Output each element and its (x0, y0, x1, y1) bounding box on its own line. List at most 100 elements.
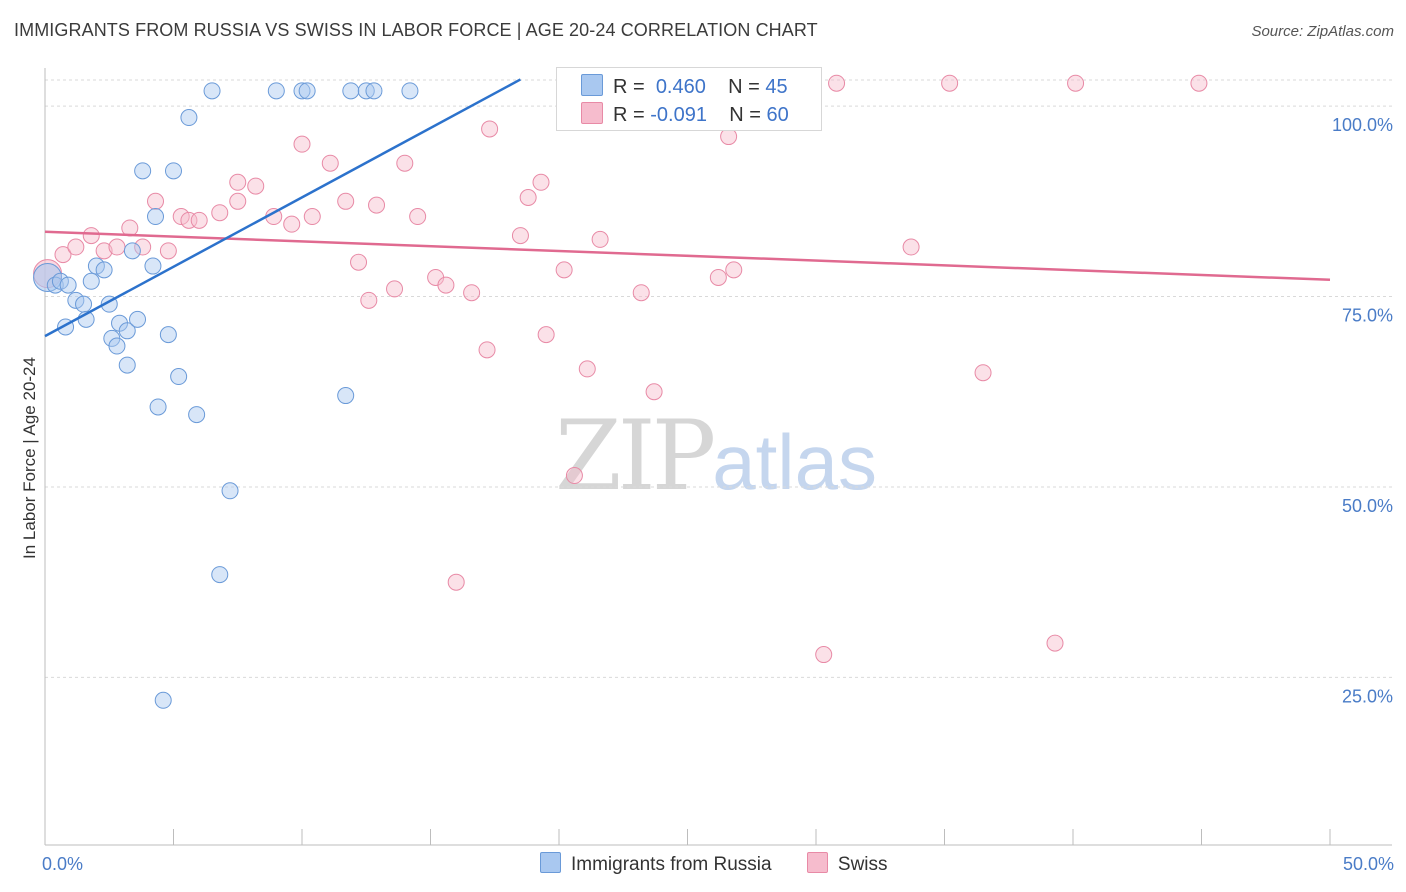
swiss-point (632, 284, 650, 302)
russia-swatch (581, 74, 603, 96)
russia-legend-swatch (540, 852, 561, 873)
russia-point (159, 326, 177, 344)
swiss-point (478, 341, 496, 359)
russia-point (108, 337, 126, 355)
russia-point (118, 322, 136, 340)
tick-labels: 100.0% 75.0% 50.0% 25.0% 0.0% 50.0% (42, 115, 1394, 874)
swiss-point (555, 261, 573, 279)
russia-point (298, 82, 316, 100)
x-tick-label: 50.0% (1343, 854, 1394, 874)
russia-point (188, 406, 206, 424)
swiss-point (54, 246, 72, 264)
r-label: R = (613, 76, 645, 98)
series-swiss (33, 74, 1208, 664)
r-label: R = (613, 104, 645, 126)
swiss-point (293, 135, 311, 153)
y-tick-label: 100.0% (1332, 115, 1393, 135)
swiss-point (67, 238, 85, 256)
chart-title: IMMIGRANTS FROM RUSSIA VS SWISS IN LABOR… (14, 20, 818, 40)
trend-line-swiss (44, 230, 1331, 282)
legend-item-swiss[interactable]: Swiss (806, 852, 888, 876)
trend-line-russia (44, 78, 522, 338)
swiss-point (709, 268, 727, 286)
swiss-point (386, 280, 404, 298)
russia-point (267, 82, 285, 100)
swiss-point (134, 238, 152, 256)
series-russia (33, 82, 419, 709)
swiss-point (437, 276, 455, 294)
russia-point (75, 295, 93, 313)
n-value-russia: 45 (765, 76, 788, 98)
source-label: Source: ZipAtlas.com (1251, 23, 1394, 40)
russia-point (211, 566, 229, 584)
russia-point (154, 691, 172, 709)
swiss-point (360, 291, 378, 309)
r-value-swiss: -0.091 (650, 104, 707, 126)
gridlines (45, 79, 1392, 678)
swiss-point (321, 154, 339, 172)
swiss-point (247, 177, 265, 195)
watermark-atlas: atlas (712, 418, 877, 506)
swiss-point (1046, 634, 1064, 652)
legend-row-russia: R = 0.460 N = 45 (581, 74, 788, 99)
russia-point (203, 82, 221, 100)
legend-label-russia: Immigrants from Russia (571, 854, 772, 875)
trend-lines (44, 78, 1331, 338)
swiss-point (645, 383, 663, 401)
swiss-point (815, 646, 833, 664)
swiss-point (902, 238, 920, 256)
swiss-legend-swatch (806, 852, 828, 873)
swiss-point (828, 74, 846, 92)
russia-point (365, 82, 383, 100)
russia-point (144, 257, 162, 275)
legend-row-swiss: R = -0.091 N = 60 (581, 102, 789, 127)
swiss-point (463, 284, 481, 302)
russia-point (293, 82, 311, 100)
legend-label-swiss: Swiss (837, 854, 888, 875)
russia-point (118, 356, 136, 374)
n-label: N = (729, 104, 761, 126)
swiss-point (147, 192, 165, 210)
swiss-point (974, 364, 992, 382)
swiss-point (409, 208, 427, 226)
swiss-point (725, 261, 743, 279)
axes (44, 68, 1392, 846)
y-tick-label: 25.0% (1342, 686, 1393, 706)
russia-point (95, 261, 113, 279)
russia-point (129, 310, 147, 328)
russia-point (180, 109, 198, 127)
swiss-point (211, 204, 229, 222)
swiss-point (229, 173, 247, 191)
swiss-point (180, 211, 198, 229)
swiss-point (481, 120, 499, 138)
swiss-point (1067, 74, 1085, 92)
swiss-point (1190, 74, 1208, 92)
watermark: ZIPatlas (555, 400, 877, 512)
russia-point (342, 82, 360, 100)
x-tick-label: 0.0% (42, 854, 83, 874)
swiss-point (941, 74, 959, 92)
russia-point (82, 272, 100, 290)
swiss-point (159, 242, 177, 260)
r-value-russia: 0.460 (655, 76, 706, 98)
russia-point (149, 398, 167, 416)
swiss-point (190, 211, 208, 229)
russia-point (51, 272, 69, 290)
watermark-zip: ZIP (555, 400, 716, 512)
series-legend: Immigrants from Russia Swiss (540, 852, 918, 876)
swiss-point (303, 208, 321, 226)
legend-item-russia[interactable]: Immigrants from Russia (540, 852, 772, 876)
correlation-legend: R = 0.460 N = 45 R = -0.091 N = 60 (556, 67, 822, 131)
swiss-point (519, 189, 537, 206)
swiss-point (565, 467, 583, 485)
swiss-point (532, 173, 550, 191)
swiss-point (511, 227, 529, 245)
russia-point (165, 162, 182, 180)
n-label: N = (728, 76, 760, 98)
swiss-point (591, 230, 609, 248)
swiss-point (447, 573, 465, 591)
swiss-point (172, 208, 190, 226)
swiss-point (95, 242, 113, 260)
russia-point (337, 387, 355, 405)
